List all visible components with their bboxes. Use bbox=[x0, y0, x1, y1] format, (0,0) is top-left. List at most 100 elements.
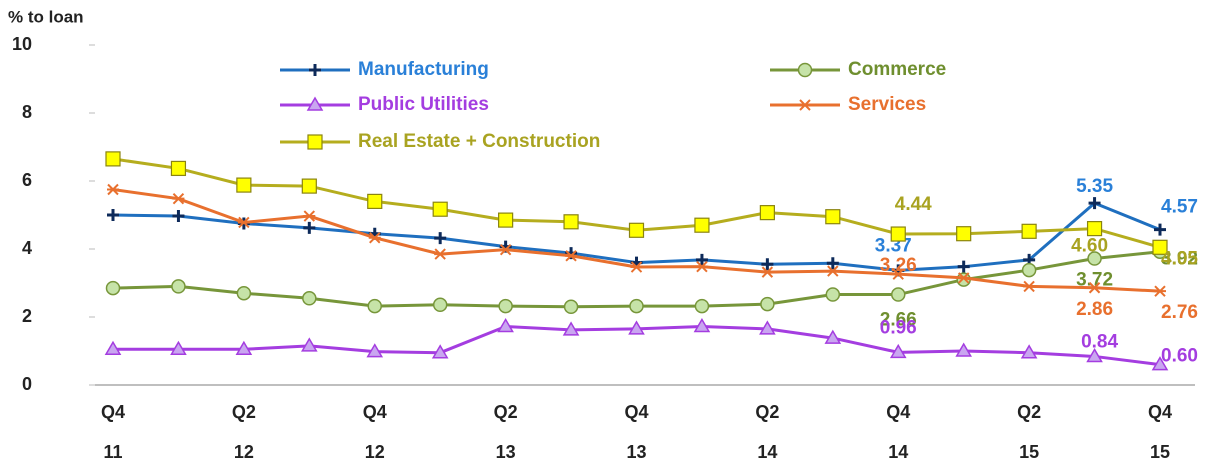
legend-marker-part bbox=[797, 62, 813, 78]
point-marker-part bbox=[957, 272, 970, 284]
point-marker bbox=[760, 296, 775, 312]
x-tick-year: 13 bbox=[626, 442, 646, 462]
point-marker-part bbox=[432, 297, 448, 313]
point-marker bbox=[170, 340, 187, 356]
point-marker-part bbox=[303, 221, 316, 234]
point-marker-part bbox=[891, 287, 906, 302]
point-marker bbox=[303, 221, 316, 234]
point-marker-part bbox=[105, 151, 121, 167]
point-marker bbox=[759, 205, 775, 221]
point-marker bbox=[693, 318, 711, 333]
data-label: 3.26 bbox=[880, 255, 917, 276]
series-line bbox=[112, 188, 1161, 293]
legend-marker-part bbox=[306, 96, 324, 111]
data-label: 4.60 bbox=[1071, 236, 1108, 257]
point-marker bbox=[826, 265, 839, 277]
point-marker bbox=[237, 216, 250, 229]
point-marker bbox=[303, 210, 316, 222]
point-marker-part bbox=[107, 183, 119, 196]
point-marker bbox=[1023, 280, 1036, 293]
point-marker-part bbox=[956, 226, 972, 242]
point-marker bbox=[236, 177, 252, 193]
x-tick-label: Q2 bbox=[755, 402, 779, 422]
data-label: 4.44 bbox=[895, 194, 932, 215]
legend-marker-part bbox=[799, 99, 811, 111]
point-marker-part bbox=[301, 337, 318, 352]
data-label: 0.96 bbox=[880, 317, 917, 338]
point-marker-part bbox=[760, 296, 775, 312]
point-marker bbox=[172, 210, 185, 223]
point-marker bbox=[104, 340, 122, 356]
x-tick-year: 14 bbox=[757, 442, 777, 462]
point-marker bbox=[761, 258, 774, 271]
legend-label: Services bbox=[848, 94, 926, 115]
point-marker-part bbox=[826, 265, 839, 277]
point-marker bbox=[1154, 223, 1166, 236]
point-marker-part bbox=[628, 222, 645, 238]
legend-marker-part bbox=[309, 64, 321, 76]
point-marker-part bbox=[302, 291, 317, 306]
point-marker-part bbox=[1086, 347, 1103, 363]
point-marker bbox=[694, 298, 710, 314]
point-marker bbox=[955, 342, 972, 357]
data-label: 0.84 bbox=[1081, 331, 1118, 352]
data-label: 4.57 bbox=[1161, 197, 1198, 218]
point-marker bbox=[759, 320, 776, 335]
point-marker bbox=[563, 299, 579, 315]
point-marker-part bbox=[368, 232, 381, 244]
point-marker bbox=[1021, 262, 1037, 278]
point-marker bbox=[1021, 223, 1037, 239]
y-axis-title: % to loan bbox=[8, 7, 84, 26]
point-marker-part bbox=[1154, 223, 1166, 236]
legend-marker-part bbox=[307, 134, 323, 150]
point-marker-part bbox=[695, 260, 708, 273]
point-marker bbox=[825, 209, 841, 225]
point-marker-part bbox=[172, 210, 185, 223]
point-marker-part bbox=[759, 205, 775, 221]
data-label: 4.05 bbox=[1161, 248, 1198, 269]
point-marker-part bbox=[1086, 221, 1103, 237]
y-tick-label: 2 bbox=[22, 306, 32, 326]
point-marker bbox=[105, 151, 121, 167]
x-tick-year: 12 bbox=[234, 442, 254, 462]
point-marker bbox=[432, 201, 448, 217]
point-marker-part bbox=[107, 209, 119, 221]
point-marker-part bbox=[629, 298, 644, 314]
point-marker bbox=[1086, 347, 1103, 363]
point-marker bbox=[235, 340, 253, 356]
point-marker-part bbox=[628, 320, 645, 335]
point-marker bbox=[1088, 282, 1101, 294]
point-marker-part bbox=[761, 266, 774, 278]
point-marker-part bbox=[825, 209, 841, 225]
data-label: 2.86 bbox=[1076, 299, 1113, 320]
legend-marker bbox=[799, 99, 811, 111]
x-tick-year: 11 bbox=[103, 442, 122, 462]
point-marker-part bbox=[563, 299, 579, 315]
point-marker-part bbox=[1020, 344, 1038, 359]
x-tick-label: Q4 bbox=[886, 402, 910, 422]
x-tick-label: Q2 bbox=[1017, 402, 1041, 422]
point-marker bbox=[499, 243, 512, 256]
point-marker bbox=[367, 298, 382, 314]
point-marker bbox=[302, 291, 317, 306]
point-marker bbox=[695, 260, 708, 273]
point-marker bbox=[694, 217, 710, 233]
point-marker-part bbox=[565, 250, 578, 262]
point-marker bbox=[301, 178, 317, 194]
point-marker bbox=[761, 266, 774, 278]
x-tick-year: 12 bbox=[365, 442, 385, 462]
point-marker-part bbox=[367, 193, 383, 209]
point-marker bbox=[434, 232, 447, 245]
point-marker-part bbox=[1151, 356, 1169, 371]
point-marker bbox=[301, 337, 318, 352]
point-marker-part bbox=[236, 285, 252, 301]
point-marker bbox=[171, 279, 186, 294]
point-marker-part bbox=[1152, 239, 1168, 255]
point-marker bbox=[892, 268, 905, 280]
point-marker bbox=[695, 253, 708, 266]
point-marker-part bbox=[824, 329, 842, 344]
point-marker bbox=[890, 226, 906, 242]
point-marker-part bbox=[955, 342, 972, 357]
y-tick-label: 6 bbox=[22, 170, 32, 190]
point-marker-part bbox=[761, 258, 774, 271]
